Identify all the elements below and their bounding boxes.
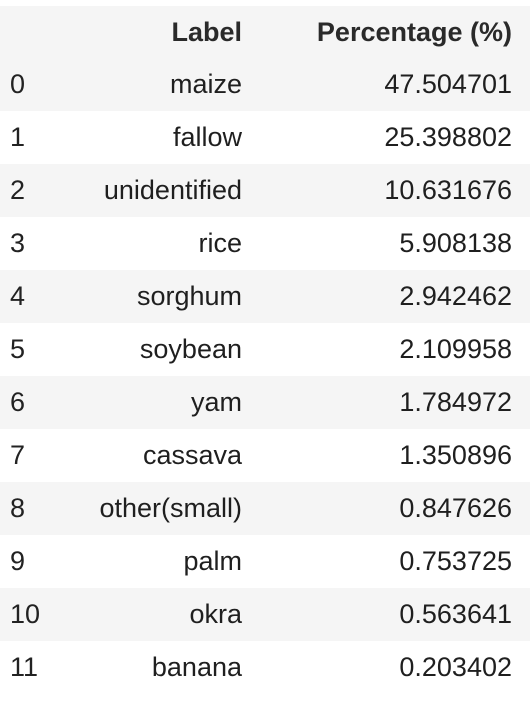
table-row: 8 other(small) 0.847626: [0, 482, 530, 535]
row-index: 4: [10, 281, 26, 311]
row-index: 11: [10, 652, 39, 682]
row-percentage: 2.109958: [399, 334, 512, 364]
row-label: fallow: [172, 122, 242, 152]
table-row: 7 cassava 1.350896: [0, 429, 530, 482]
row-percentage: 1.350896: [399, 440, 512, 470]
row-index: 9: [10, 546, 26, 576]
row-label: cassava: [142, 440, 242, 470]
row-index: 8: [10, 493, 26, 523]
row-percentage: 5.908138: [399, 228, 512, 258]
row-index: 3: [10, 228, 26, 258]
table-row: 0 maize 47.504701: [0, 58, 530, 111]
row-index: 6: [10, 387, 26, 417]
row-label: rice: [198, 228, 242, 258]
row-percentage: 0.203402: [399, 652, 512, 682]
table-row: 2 unidentified 10.631676: [0, 164, 530, 217]
dataframe-table-container: Label Percentage (%) 0 maize 47.504701 1…: [0, 6, 530, 694]
table-row: 4 sorghum 2.942462: [0, 270, 530, 323]
table-row: 9 palm 0.753725: [0, 535, 530, 588]
row-percentage: 1.784972: [399, 387, 512, 417]
header-percentage: Percentage (%): [256, 6, 530, 58]
header-index: [0, 6, 56, 58]
row-label: yam: [190, 387, 242, 417]
row-label: maize: [169, 69, 242, 99]
row-label: soybean: [139, 334, 242, 364]
row-label: palm: [183, 546, 242, 576]
row-percentage: 47.504701: [384, 69, 512, 99]
table-row: 11 banana 0.203402: [0, 641, 530, 694]
row-label: other(small): [99, 493, 242, 523]
header-row: Label Percentage (%): [0, 6, 530, 58]
table-body: 0 maize 47.504701 1 fallow 25.398802 2 u…: [0, 58, 530, 694]
row-index: 1: [10, 122, 26, 152]
table-header: Label Percentage (%): [0, 6, 530, 58]
table-row: 5 soybean 2.109958: [0, 323, 530, 376]
table-row: 10 okra 0.563641: [0, 588, 530, 641]
row-percentage: 25.398802: [384, 122, 512, 152]
row-index: 5: [10, 334, 26, 364]
row-percentage: 0.753725: [399, 546, 512, 576]
row-percentage: 10.631676: [384, 175, 512, 205]
row-label: banana: [151, 652, 242, 682]
table-row: 3 rice 5.908138: [0, 217, 530, 270]
table-row: 6 yam 1.784972: [0, 376, 530, 429]
row-percentage: 0.563641: [399, 599, 512, 629]
row-percentage: 2.942462: [399, 281, 512, 311]
row-percentage: 0.847626: [399, 493, 512, 523]
row-index: 10: [10, 599, 41, 629]
dataframe-table: Label Percentage (%) 0 maize 47.504701 1…: [0, 6, 530, 694]
table-row: 1 fallow 25.398802: [0, 111, 530, 164]
row-label: okra: [189, 599, 242, 629]
row-label: sorghum: [136, 281, 242, 311]
row-label: unidentified: [103, 175, 242, 205]
row-index: 2: [10, 175, 26, 205]
row-index: 7: [10, 440, 26, 470]
row-index: 0: [10, 69, 26, 99]
header-label: Label: [56, 6, 256, 58]
